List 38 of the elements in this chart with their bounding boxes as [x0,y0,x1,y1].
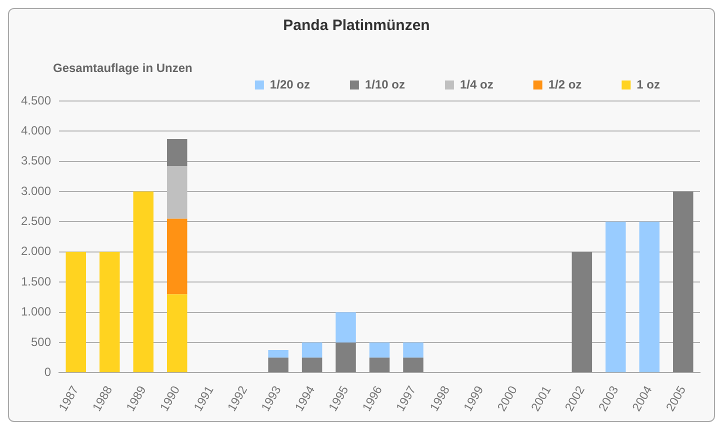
legend-label: 1/10 oz [364,77,405,92]
bar [639,222,660,372]
bar [673,192,694,372]
y-tick-label: 4.500 [21,93,52,108]
bar [302,342,322,358]
bar [403,342,424,358]
y-tick-label: 1.500 [21,274,52,288]
y-tick-label: 500 [31,334,52,349]
bar [369,342,390,358]
legend-label: 1/20 oz [270,77,310,92]
legend-label: 1/4 oz [460,77,494,92]
legend-label: 1/2 oz [548,77,582,92]
bar [268,350,288,358]
bar [100,252,120,372]
bar [336,312,356,342]
bar [166,218,188,294]
legend-label: 1 oz [636,77,660,92]
chart-title: Panda Platinmünzen [283,17,430,34]
bar [133,192,154,372]
bar [166,294,188,372]
y-tick-label: 2.500 [21,214,52,228]
y-tick-label: 1.000 [21,304,52,319]
y-tick-label: 3.000 [21,184,52,198]
bar [369,358,390,372]
bar [403,358,424,372]
bar [166,166,188,219]
y-tick-label: 0 [44,364,52,379]
bar [166,139,188,166]
bar [268,358,288,372]
y-tick-label: 3.500 [21,154,52,168]
bar [336,342,356,372]
y-tick-label: 2.000 [21,244,52,258]
y-tick-label: 4.000 [21,124,52,138]
bar [572,252,592,372]
bar [302,358,322,372]
bar [606,222,626,372]
y-axis-title: Gesamtauflage in Unzen [53,61,192,75]
bar [66,252,86,372]
